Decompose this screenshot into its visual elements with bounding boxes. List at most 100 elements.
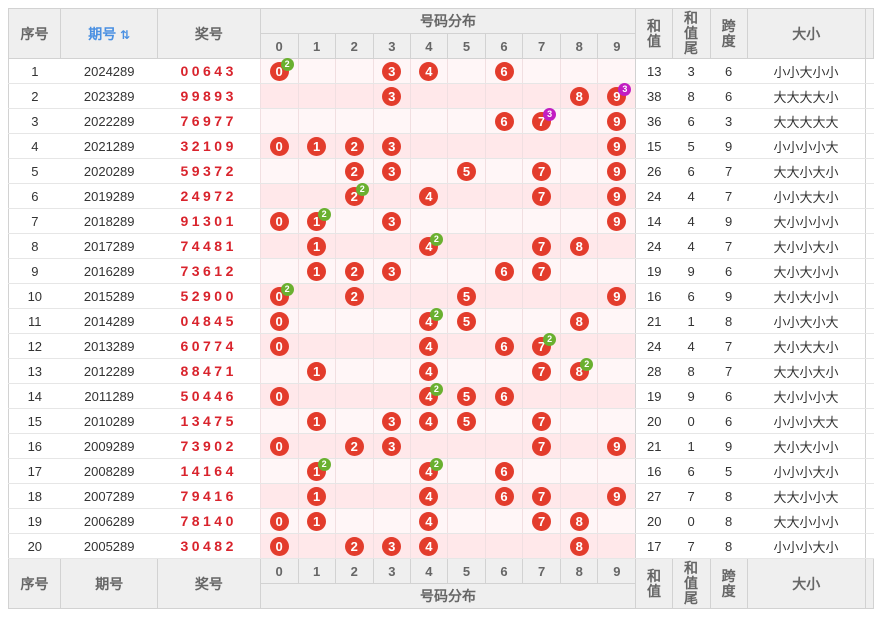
digit-cell: 4 xyxy=(409,533,448,559)
row-size-pattern: 大大大大大 xyxy=(747,108,866,134)
row-period: 2018289 xyxy=(60,208,158,234)
row-index: 5 xyxy=(7,158,61,184)
table-row: 19 2006289 78140 0 1 4 7 8 20 0 8 大大小小小 xyxy=(7,508,874,534)
digit-cell xyxy=(334,58,374,84)
digit-cell xyxy=(446,83,486,109)
row-spacer xyxy=(865,233,874,259)
digit-ball: 1 xyxy=(307,261,327,281)
row-sum-tail: 5 xyxy=(672,133,711,159)
digit-cell xyxy=(334,233,374,259)
digit-cell: 3 xyxy=(372,258,411,284)
row-size-pattern: 大大小小大 xyxy=(747,483,866,509)
digit-cell xyxy=(259,358,299,384)
col-header-period[interactable]: 期号 ⇅ xyxy=(60,8,159,59)
digit-ball: 3 xyxy=(382,61,402,81)
digit-cell xyxy=(484,433,523,459)
row-sum: 13 xyxy=(635,58,673,84)
digit-cell: 3 xyxy=(372,408,411,434)
digit-cell xyxy=(409,283,448,309)
col-header-digit: 6 xyxy=(484,33,524,59)
repeat-count-badge: 2 xyxy=(429,458,443,471)
digit-cell: 5 xyxy=(446,283,486,309)
row-draw-number: 14164 xyxy=(157,458,261,484)
digit-ball: 1 xyxy=(307,511,327,531)
digit-cell: 0 xyxy=(259,208,299,234)
row-draw-number: 13475 xyxy=(157,408,261,434)
row-sum: 24 xyxy=(635,233,673,259)
digit-cell: 6 xyxy=(484,108,523,134)
digit-cell: 6 xyxy=(484,483,523,509)
digit-ball: 9 xyxy=(607,436,627,456)
table-body: 1 2024289 00643 0 2 3 4 6 13 3 6 小小大小小 2 2023289 99893… xyxy=(7,58,874,559)
digit-cell: 7 xyxy=(522,158,561,184)
digit-cell xyxy=(597,308,636,334)
digit-cell xyxy=(446,333,486,359)
row-index: 4 xyxy=(7,133,61,159)
digit-cell: 1 xyxy=(297,258,336,284)
row-index: 11 xyxy=(7,308,61,334)
digit-ball: 8 xyxy=(569,236,589,256)
digit-cell: 1 xyxy=(297,233,336,259)
row-sum-tail: 4 xyxy=(672,333,711,359)
digit-cell xyxy=(372,458,411,484)
digit-ball: 4 xyxy=(419,511,439,531)
digit-cell xyxy=(560,108,598,134)
digit-cell xyxy=(560,408,598,434)
row-spacer xyxy=(865,158,874,184)
digit-cell xyxy=(259,483,299,509)
sort-icon[interactable]: ⇅ xyxy=(120,27,131,42)
digit-ball: 9 xyxy=(607,211,627,231)
row-sum: 26 xyxy=(635,158,673,184)
col-header-sum: 和值 xyxy=(635,8,673,59)
digit-cell xyxy=(259,233,299,259)
row-draw-number: 74481 xyxy=(157,233,261,259)
row-index: 13 xyxy=(7,358,61,384)
digit-cell xyxy=(334,108,374,134)
row-sum-tail: 7 xyxy=(672,533,711,559)
digit-cell xyxy=(560,133,598,159)
digit-cell xyxy=(297,283,336,309)
row-sum-tail: 9 xyxy=(672,258,711,284)
digit-ball: 3 xyxy=(382,261,402,281)
digit-cell xyxy=(372,283,411,309)
digit-cell: 1 xyxy=(297,408,336,434)
row-size-pattern: 大小大小小 xyxy=(747,283,866,309)
digit-ball: 0 xyxy=(269,536,289,556)
digit-cell xyxy=(560,183,598,209)
digit-cell: 7 xyxy=(522,233,561,259)
row-period: 2021289 xyxy=(60,133,158,159)
table-row: 15 2010289 13475 1 3 4 5 7 20 0 6 小小小大大 xyxy=(7,408,874,434)
digit-ball: 8 xyxy=(569,86,589,106)
digit-cell xyxy=(334,383,374,409)
digit-cell xyxy=(484,83,523,109)
row-span: 6 xyxy=(710,258,748,284)
row-index: 9 xyxy=(7,258,61,284)
row-period: 2013289 xyxy=(60,333,158,359)
row-sum: 24 xyxy=(635,333,673,359)
digit-cell: 4 xyxy=(409,58,448,84)
table-row: 20 2005289 30482 0 2 3 4 8 17 7 8 小小小大小 xyxy=(7,533,874,559)
digit-cell xyxy=(259,408,299,434)
footer-digit: 2 xyxy=(334,558,374,584)
digit-cell: 2 xyxy=(334,533,374,559)
digit-cell: 0 xyxy=(259,333,299,359)
digit-ball: 6 xyxy=(494,461,514,481)
row-span: 8 xyxy=(710,508,748,534)
digit-cell xyxy=(259,183,299,209)
digit-cell: 3 xyxy=(372,433,411,459)
digit-cell: 0 xyxy=(259,133,299,159)
row-sum: 36 xyxy=(635,108,673,134)
digit-ball: 9 xyxy=(607,111,627,131)
footer-draw: 奖号 xyxy=(157,558,261,609)
repeat-count-badge: 2 xyxy=(280,283,294,296)
row-sum: 24 xyxy=(635,183,673,209)
digit-cell: 3 xyxy=(372,58,411,84)
digit-cell: 0 xyxy=(259,383,299,409)
row-spacer xyxy=(865,308,874,334)
row-index: 16 xyxy=(7,433,61,459)
row-index: 1 xyxy=(7,58,61,84)
table-row: 6 2019289 24972 2 2 4 7 9 24 4 7 小小大大小 xyxy=(7,183,874,209)
